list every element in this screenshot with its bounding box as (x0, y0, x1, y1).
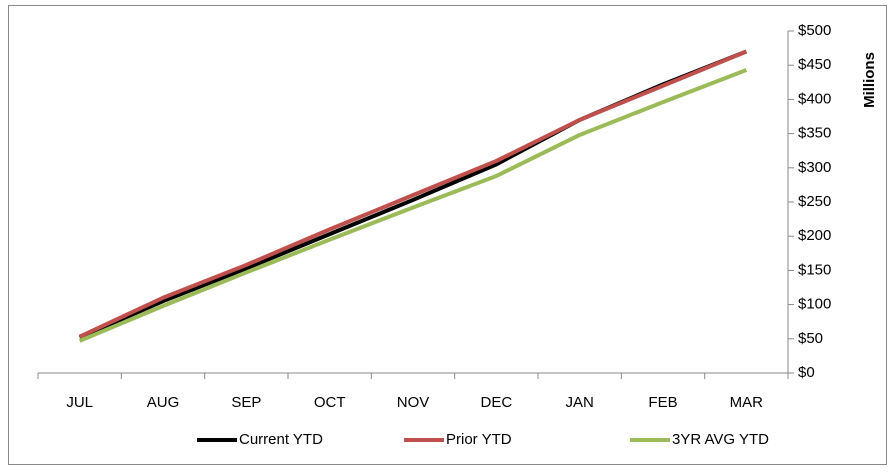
y-tick-label: $150 (798, 261, 831, 278)
legend-label: Current YTD (239, 431, 323, 448)
legend-label: Prior YTD (446, 431, 512, 448)
y-tick-label: $300 (798, 159, 831, 176)
y-tick-label: $250 (798, 193, 831, 210)
chart-border (8, 5, 887, 465)
x-tick-label: FEB (648, 394, 677, 411)
x-tick-label: DEC (480, 394, 512, 411)
y-tick-label: $500 (798, 22, 831, 39)
x-tick-label: NOV (397, 394, 430, 411)
x-tick-label: AUG (147, 394, 180, 411)
series-line (78, 49, 748, 339)
legend-label: 3YR AVG YTD (672, 431, 769, 448)
y-axis-title: Millions (861, 52, 878, 108)
series-line (78, 68, 748, 343)
y-tick-label: $50 (798, 330, 823, 347)
y-tick-label: $400 (798, 90, 831, 107)
y-tick-label: $200 (798, 227, 831, 244)
x-tick-label: SEP (231, 394, 261, 411)
x-tick-label: OCT (314, 394, 346, 411)
x-tick-label: MAR (730, 394, 764, 411)
x-tick-label: JAN (565, 394, 593, 411)
y-tick-label: $0 (798, 364, 815, 381)
y-tick-label: $100 (798, 296, 831, 313)
y-tick-label: $450 (798, 56, 831, 73)
y-tick-label: $350 (798, 125, 831, 142)
x-tick-label: JUL (66, 394, 93, 411)
